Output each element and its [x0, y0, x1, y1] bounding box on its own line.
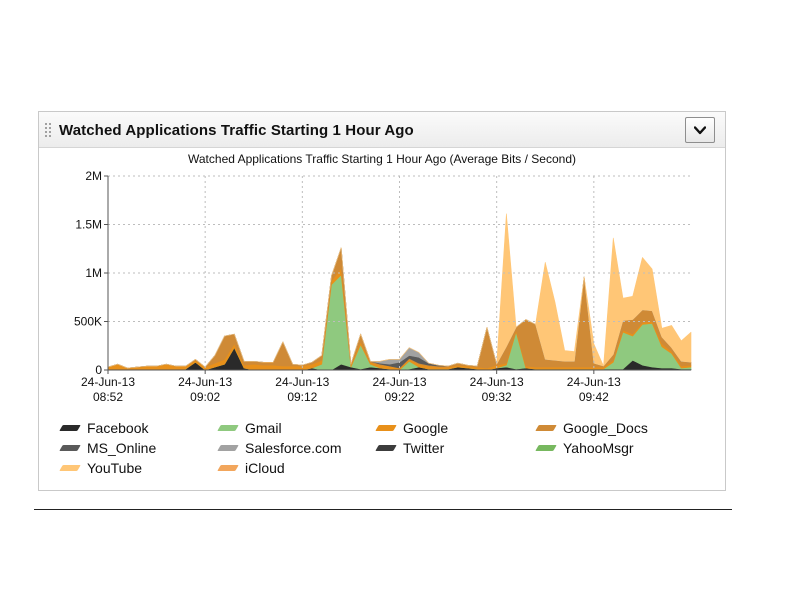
- x-tick-label-date: 24-Jun-13: [567, 375, 621, 389]
- legend-swatch: [59, 465, 81, 471]
- legend-item: Gmail: [217, 418, 282, 438]
- x-tick-label-date: 24-Jun-13: [372, 375, 426, 389]
- area-youtube: [107, 213, 692, 369]
- y-tick-label: 1.5M: [75, 218, 102, 232]
- legend-item: iCloud: [217, 458, 285, 478]
- legend-item: Google: [375, 418, 449, 438]
- legend-label: iCloud: [245, 460, 285, 476]
- x-tick-label-date: 24-Jun-13: [275, 375, 329, 389]
- y-tick-label: 0: [95, 363, 102, 377]
- legend-item: Facebook: [59, 418, 149, 438]
- legend-swatch: [375, 445, 397, 451]
- legend-label: Twitter: [403, 440, 445, 456]
- x-tick-label-time: 09:12: [287, 390, 317, 404]
- divider-line: [34, 509, 732, 510]
- legend-swatch: [375, 425, 397, 431]
- widget-header[interactable]: Watched Applications Traffic Starting 1 …: [39, 112, 725, 148]
- legend-label: Google: [403, 420, 449, 436]
- x-tick-label-time: 09:42: [579, 390, 609, 404]
- legend-label: Gmail: [245, 420, 282, 436]
- x-tick-label-date: 24-Jun-13: [470, 375, 524, 389]
- y-tick-label: 500K: [74, 315, 102, 329]
- legend-swatch: [217, 445, 239, 451]
- x-tick-label-time: 09:32: [482, 390, 512, 404]
- legend-item: YahooMsgr: [535, 438, 634, 458]
- chevron-down-icon: [694, 126, 706, 135]
- chart-title: Watched Applications Traffic Starting 1 …: [188, 152, 576, 166]
- legend-item: MS_Online: [59, 438, 157, 458]
- x-tick-label-date: 24-Jun-13: [178, 375, 232, 389]
- legend-item: Salesforce.com: [217, 438, 342, 458]
- legend-swatch: [59, 445, 81, 451]
- traffic-widget: Watched Applications Traffic Starting 1 …: [38, 111, 726, 491]
- legend-swatch: [217, 425, 239, 431]
- traffic-area-chart: 0500K1M1.5M2M24-Jun-1308:5224-Jun-1309:0…: [74, 169, 692, 404]
- widget-title: Watched Applications Traffic Starting 1 …: [59, 122, 414, 139]
- legend-item: YouTube: [59, 458, 143, 478]
- legend-label: YahooMsgr: [563, 440, 634, 456]
- x-tick-label-time: 09:02: [190, 390, 220, 404]
- y-tick-label: 1M: [85, 266, 102, 280]
- legend-item: Twitter: [375, 438, 445, 458]
- legend-swatch: [59, 425, 81, 431]
- legend-label: Facebook: [87, 420, 149, 436]
- legend-item: Google_Docs: [535, 418, 648, 438]
- x-tick-label-time: 08:52: [93, 390, 123, 404]
- drag-handle-icon[interactable]: [44, 122, 52, 138]
- widget-menu-button[interactable]: [685, 117, 715, 143]
- legend-label: MS_Online: [87, 440, 157, 456]
- legend-swatch: [217, 465, 239, 471]
- y-tick-label: 2M: [85, 169, 102, 183]
- legend-label: Google_Docs: [563, 420, 648, 436]
- legend-swatch: [535, 425, 557, 431]
- x-tick-label-time: 09:22: [384, 390, 414, 404]
- legend-label: Salesforce.com: [245, 440, 342, 456]
- legend-label: YouTube: [87, 460, 143, 476]
- chart-legend: Facebook Gmail Google Google_Docs MS_Online S…: [59, 418, 721, 484]
- legend-swatch: [535, 445, 557, 451]
- x-tick-label-date: 24-Jun-13: [81, 375, 135, 389]
